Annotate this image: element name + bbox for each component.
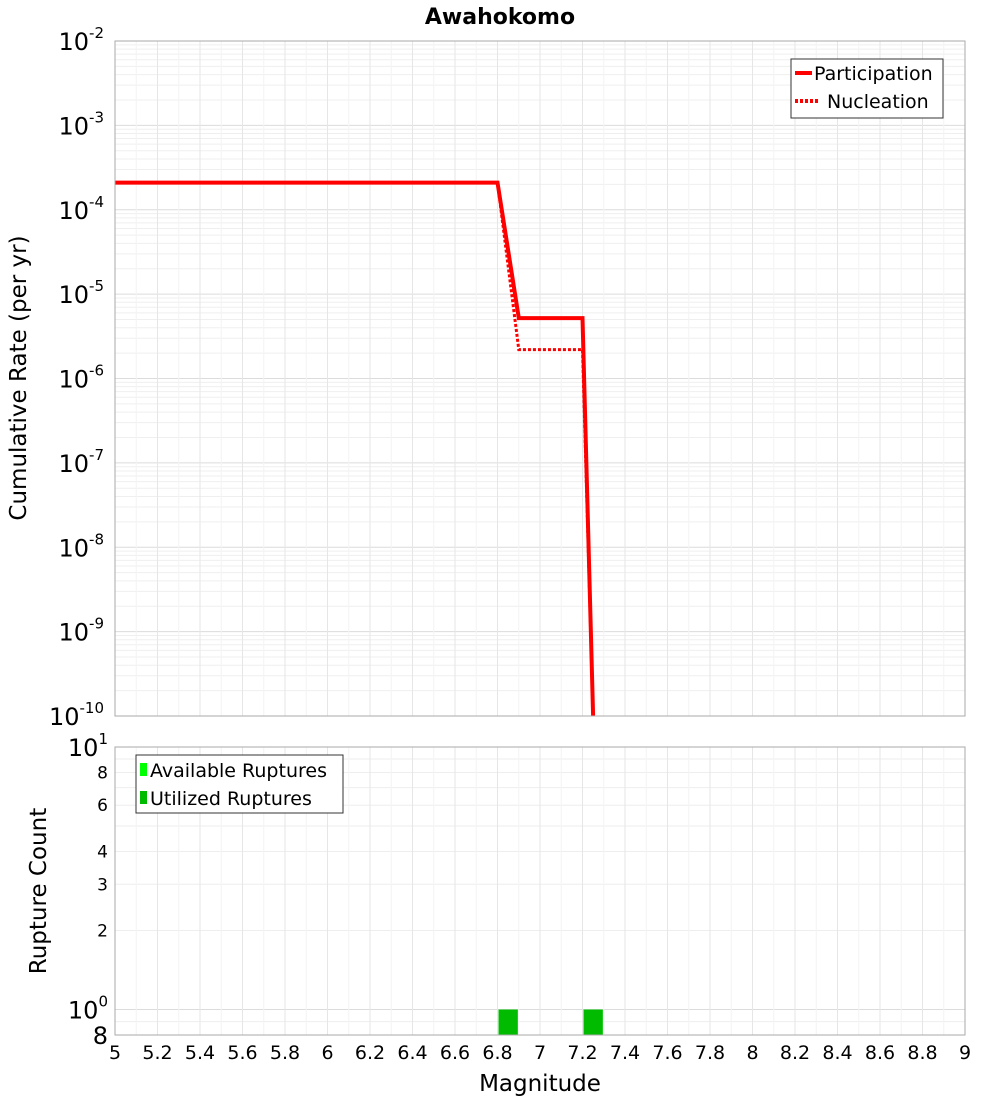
y-tick-label: 10-8 [58, 530, 104, 562]
count-plot-y-axis-label: Rupture Count [26, 808, 52, 974]
x-tick-label: 7.4 [610, 1042, 640, 1064]
x-tick-label: 7.2 [567, 1042, 597, 1064]
y-tick-label: 10-6 [58, 362, 104, 394]
y-tick-label: 10-5 [58, 277, 104, 309]
legend-available-label: Available Ruptures [150, 760, 327, 782]
count-plot-frame [114, 746, 966, 1036]
x-tick-label: 6 [321, 1042, 333, 1064]
legend-utilized-swatch [140, 791, 147, 804]
y-tick-label: 10-2 [58, 24, 104, 56]
x-tick-label: 5 [109, 1042, 121, 1064]
y-tick-label-minor: 4 [97, 842, 108, 862]
rate-plot-y-axis-label: Cumulative Rate (per yr) [6, 235, 32, 520]
count-plot-legend: Available Ruptures Utilized Ruptures [135, 754, 344, 814]
y-tick-label-minor: 2 [97, 922, 108, 942]
y-tick-label: 10-9 [58, 615, 104, 647]
x-tick-label: 6.6 [440, 1042, 470, 1064]
x-tick-label: 7.6 [652, 1042, 682, 1064]
legend-participation-label: Participation [814, 63, 933, 85]
utilized-ruptures-bar [498, 1009, 518, 1035]
rate-plot-grid [114, 40, 966, 717]
rate-plot-frame [114, 40, 966, 717]
rate-plot-y-ticks: 10-10 10-9 10-8 10-7 10-6 10-5 10-4 10-3 10-2 [49, 24, 104, 731]
y-tick-label-minor: 8 [93, 1022, 108, 1050]
chart-title: Awahokomo [425, 5, 575, 30]
y-tick-label: 10-10 [49, 699, 104, 731]
y-tick-label-major: 101 [68, 730, 108, 762]
x-tick-label: 8.4 [822, 1042, 852, 1064]
x-tick-label: 8 [746, 1042, 758, 1064]
y-tick-label-minor: 8 [97, 763, 108, 783]
x-tick-label: 5.4 [185, 1042, 215, 1064]
count-plot-x-ticks: 5 5.2 5.4 5.6 5.8 6 6.2 6.4 6.6 6.8 7 7.2 7.4 7.6 7.8 8… [109, 1042, 971, 1064]
utilized-ruptures-bar [583, 1009, 603, 1035]
count-plot-bars [498, 1009, 603, 1035]
y-tick-label: 10-7 [58, 446, 104, 478]
x-tick-label: 8.6 [865, 1042, 895, 1064]
y-tick-label: 10-3 [58, 108, 104, 140]
rate-plot-legend: Participation Nucleation [790, 58, 944, 119]
y-tick-label-minor: 3 [97, 875, 108, 895]
y-tick-label: 10-4 [58, 193, 104, 225]
x-tick-label: 5.2 [142, 1042, 172, 1064]
x-tick-label: 6.4 [397, 1042, 427, 1064]
y-tick-label-major: 100 [68, 993, 108, 1025]
nucleation-line [115, 181, 595, 717]
x-axis-label: Magnitude [479, 1071, 601, 1097]
rate-plot-series [115, 180, 596, 717]
x-tick-label: 8.2 [780, 1042, 810, 1064]
y-tick-label-minor: 6 [97, 796, 108, 816]
x-tick-label: 5.8 [270, 1042, 300, 1064]
x-tick-label: 7.8 [695, 1042, 725, 1064]
x-tick-label: 6.2 [355, 1042, 385, 1064]
legend-nucleation-label: Nucleation [827, 91, 929, 113]
x-tick-label: 5.6 [227, 1042, 257, 1064]
legend-available-swatch [140, 763, 147, 776]
legend-utilized-label: Utilized Ruptures [150, 788, 312, 810]
x-tick-label: 6.8 [482, 1042, 512, 1064]
x-tick-label: 8.8 [907, 1042, 937, 1064]
x-tick-label: 7 [534, 1042, 546, 1064]
x-tick-label: 9 [959, 1042, 971, 1064]
